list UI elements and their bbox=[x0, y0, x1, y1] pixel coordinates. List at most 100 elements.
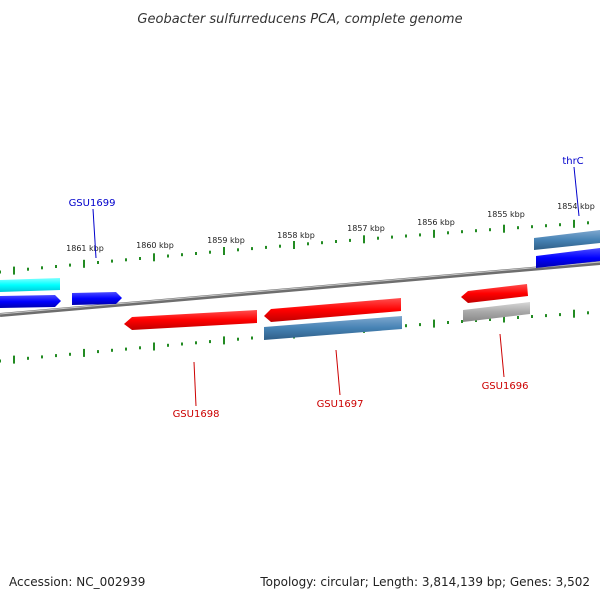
leader-gsu1698 bbox=[193, 361, 197, 407]
outer-ruler-tick bbox=[321, 241, 323, 245]
inner-ruler-tick bbox=[167, 343, 169, 347]
outer-ruler-tick bbox=[223, 247, 225, 255]
outer-ruler-tick bbox=[55, 265, 57, 268]
pseudo-gsu1696[interactable] bbox=[463, 302, 530, 322]
leader-thrc bbox=[573, 166, 580, 217]
outer-ruler-tick bbox=[391, 235, 393, 239]
inner-ruler-tick bbox=[153, 342, 155, 351]
outer-ruler-tick bbox=[237, 248, 239, 252]
outer-ruler-tick bbox=[461, 230, 463, 234]
outer-ruler-tick bbox=[307, 242, 309, 246]
outer-ruler-tick bbox=[587, 221, 589, 225]
cds-thrc[interactable] bbox=[536, 248, 600, 268]
outer-ruler-tick bbox=[475, 229, 477, 233]
outer-ruler-tick bbox=[181, 253, 183, 257]
outer-ruler-tick bbox=[377, 236, 379, 240]
outer-ruler-tick bbox=[489, 228, 491, 232]
inner-ruler-tick bbox=[251, 336, 253, 340]
inner-ruler-tick bbox=[69, 352, 71, 356]
cds-forward-left[interactable] bbox=[0, 295, 61, 308]
outer-ruler-tick bbox=[349, 238, 351, 242]
inner-ruler-tick bbox=[559, 313, 561, 317]
inner-ruler-tick bbox=[209, 340, 211, 344]
inner-ruler-tick bbox=[27, 356, 29, 360]
outer-ruler-tick bbox=[363, 235, 365, 244]
outer-ruler-tick bbox=[517, 226, 519, 230]
outer-ruler-tick bbox=[503, 224, 505, 233]
cds-gsu1697[interactable] bbox=[264, 298, 401, 322]
outer-ruler-tick bbox=[447, 231, 449, 235]
inner-ruler-tick bbox=[125, 347, 127, 351]
inner-ruler-tick bbox=[461, 320, 463, 323]
outer-ruler-tick bbox=[251, 247, 253, 251]
inner-ruler-tick bbox=[517, 316, 519, 319]
feature-cyan-left[interactable] bbox=[0, 278, 60, 292]
accession-text: Accession: NC_002939 bbox=[9, 575, 145, 589]
outer-ruler-tick bbox=[0, 270, 1, 274]
tick-label-1859: 1859 kbp bbox=[207, 236, 245, 245]
tick-label-1858: 1858 kbp bbox=[277, 231, 315, 240]
outer-ruler-tick bbox=[27, 267, 29, 271]
genome-backbone-highlight bbox=[0, 261, 600, 315]
cds-gsu1696[interactable] bbox=[461, 284, 528, 303]
inner-ruler-tick bbox=[139, 346, 141, 350]
inner-ruler-tick bbox=[237, 337, 239, 341]
outer-ruler-tick bbox=[531, 225, 533, 229]
label-gsu1697[interactable]: GSU1697 bbox=[317, 399, 364, 410]
inner-ruler-tick bbox=[55, 354, 57, 358]
label-thrc[interactable]: thrC bbox=[562, 156, 583, 167]
reverse-features bbox=[124, 284, 530, 340]
tick-label-1855: 1855 kbp bbox=[487, 210, 525, 219]
inner-ruler-tick bbox=[13, 355, 15, 364]
inner-ruler-tick bbox=[447, 321, 449, 324]
outer-ruler-tick bbox=[125, 258, 127, 262]
outer-ruler-tick bbox=[209, 250, 211, 254]
inner-ruler-tick bbox=[545, 314, 547, 318]
inner-ruler-tick bbox=[419, 323, 421, 327]
forward-features bbox=[0, 230, 600, 308]
inner-ruler-tick bbox=[587, 311, 589, 315]
map-title: Geobacter sulfurreducens PCA, complete g… bbox=[137, 12, 462, 27]
label-gsu1696[interactable]: GSU1696 bbox=[482, 381, 529, 392]
inner-ruler-tick bbox=[433, 319, 435, 328]
inner-ruler-tick bbox=[489, 318, 491, 321]
inner-ruler-tick bbox=[97, 350, 99, 354]
outer-ruler-tick bbox=[293, 241, 295, 249]
inner-ruler-tick bbox=[41, 355, 43, 359]
outer-ruler-tick bbox=[559, 223, 561, 227]
inner-ruler-tick bbox=[195, 341, 197, 345]
gene-thrc[interactable] bbox=[534, 230, 600, 250]
outer-ruler bbox=[0, 219, 589, 275]
gene-gsu1697[interactable] bbox=[264, 316, 402, 340]
leader-gsu1699 bbox=[92, 208, 97, 259]
inner-ruler-tick bbox=[223, 336, 225, 345]
outer-ruler-tick bbox=[167, 254, 169, 258]
cds-gsu1699[interactable] bbox=[72, 292, 122, 305]
inner-ruler-tick bbox=[503, 314, 505, 323]
label-gsu1698[interactable]: GSU1698 bbox=[173, 409, 220, 420]
outer-ruler-tick bbox=[41, 266, 43, 270]
inner-ruler-tick bbox=[83, 348, 85, 357]
cds-gsu1698[interactable] bbox=[124, 310, 257, 330]
outer-ruler-tick bbox=[69, 263, 71, 267]
label-gsu1699[interactable]: GSU1699 bbox=[69, 198, 116, 209]
tick-label-1857: 1857 kbp bbox=[347, 224, 385, 233]
outer-ruler-tick bbox=[153, 253, 155, 262]
gene-labels: GSU1699 thrC GSU1698 GSU1697 GSU1696 bbox=[69, 156, 584, 420]
inner-ruler-tick bbox=[0, 359, 1, 363]
outer-ruler-tick bbox=[13, 266, 15, 275]
outer-ruler-tick bbox=[419, 233, 421, 237]
inner-ruler-tick bbox=[531, 315, 533, 318]
outer-ruler-tick bbox=[279, 244, 281, 248]
inner-ruler-tick bbox=[475, 319, 477, 322]
outer-ruler-tick bbox=[83, 259, 85, 268]
outer-ruler-tick bbox=[97, 261, 99, 264]
ruler-labels: 1861 kbp 1860 kbp 1859 kbp 1858 kbp 1857… bbox=[66, 202, 595, 253]
outer-ruler-tick bbox=[335, 240, 337, 243]
outer-ruler-tick bbox=[433, 229, 435, 238]
tick-label-1854: 1854 kbp bbox=[557, 202, 595, 211]
inner-ruler-tick bbox=[405, 324, 407, 328]
inner-ruler-tick bbox=[181, 342, 183, 346]
tick-label-1861: 1861 kbp bbox=[66, 244, 104, 253]
inner-ruler-tick bbox=[111, 348, 113, 352]
